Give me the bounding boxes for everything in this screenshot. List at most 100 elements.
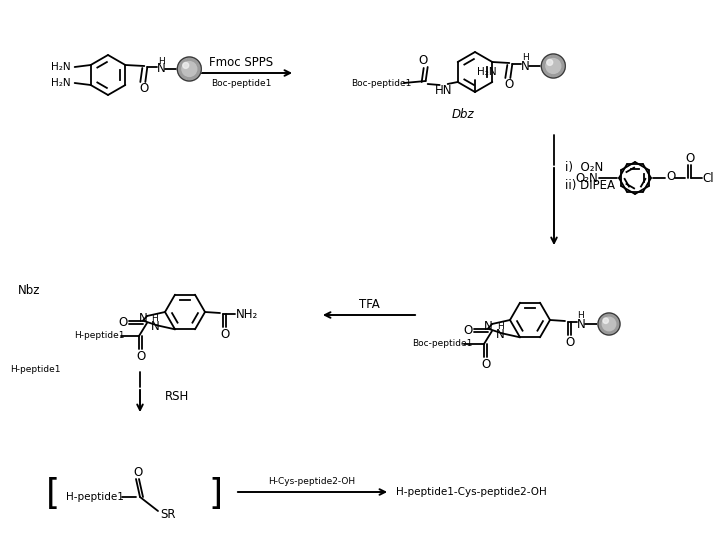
Text: H-peptide1-Cys-peptide2-OH: H-peptide1-Cys-peptide2-OH [396, 487, 547, 497]
Circle shape [190, 66, 192, 68]
Circle shape [190, 66, 193, 69]
Circle shape [607, 319, 614, 326]
Circle shape [186, 63, 195, 73]
Circle shape [550, 60, 559, 69]
Text: O: O [220, 328, 230, 340]
Circle shape [551, 61, 558, 68]
Circle shape [550, 61, 558, 69]
Text: H₂N: H₂N [51, 62, 71, 72]
Text: O: O [140, 83, 149, 96]
Text: H: H [578, 311, 585, 321]
Circle shape [551, 62, 558, 68]
Circle shape [553, 62, 557, 67]
Text: O: O [505, 79, 514, 91]
Circle shape [609, 321, 611, 324]
Circle shape [545, 57, 563, 74]
Circle shape [600, 315, 618, 333]
Circle shape [604, 318, 615, 329]
Text: O: O [119, 316, 128, 329]
Text: N: N [521, 60, 530, 73]
Text: HN: HN [435, 84, 452, 96]
Text: N: N [496, 328, 505, 341]
Circle shape [547, 59, 561, 72]
Circle shape [606, 319, 614, 327]
Circle shape [184, 62, 196, 74]
Circle shape [602, 316, 617, 331]
Circle shape [550, 61, 558, 69]
Circle shape [553, 63, 557, 66]
Circle shape [606, 319, 614, 327]
Circle shape [187, 64, 194, 71]
Text: H: H [152, 314, 158, 323]
Text: O: O [686, 153, 694, 166]
Circle shape [605, 318, 615, 328]
Text: O₂N: O₂N [576, 172, 598, 184]
Circle shape [554, 63, 555, 65]
Text: O: O [463, 324, 473, 337]
Text: O: O [137, 350, 145, 363]
Circle shape [603, 317, 616, 330]
Text: Boc-peptide1: Boc-peptide1 [211, 79, 271, 88]
Circle shape [603, 317, 616, 330]
Text: i)  O₂N: i) O₂N [565, 160, 603, 173]
Text: H: H [158, 56, 165, 66]
Circle shape [608, 321, 613, 325]
Circle shape [190, 67, 192, 68]
Circle shape [186, 63, 195, 72]
Circle shape [608, 320, 613, 325]
Circle shape [601, 316, 617, 331]
Circle shape [544, 56, 563, 75]
Text: H: H [522, 54, 529, 62]
Circle shape [548, 60, 560, 71]
Text: O: O [667, 170, 675, 183]
Text: NH₂: NH₂ [236, 307, 258, 321]
Text: Boc-peptide1: Boc-peptide1 [351, 79, 412, 89]
Circle shape [603, 318, 608, 323]
Circle shape [608, 321, 612, 324]
Text: H-Cys-peptide2-OH: H-Cys-peptide2-OH [268, 476, 356, 486]
Circle shape [181, 60, 198, 78]
Text: O: O [566, 335, 574, 348]
Circle shape [605, 318, 615, 328]
Circle shape [182, 62, 189, 68]
Text: Dbz: Dbz [451, 108, 474, 120]
Text: H-peptide1: H-peptide1 [66, 492, 124, 502]
Circle shape [598, 313, 620, 335]
Circle shape [180, 59, 199, 78]
Text: O: O [418, 55, 427, 67]
Text: H-peptide1: H-peptide1 [73, 331, 124, 340]
Circle shape [182, 60, 198, 77]
Text: N: N [150, 320, 159, 333]
Circle shape [548, 59, 560, 71]
Text: O: O [481, 358, 491, 370]
Circle shape [188, 65, 193, 71]
Circle shape [180, 60, 198, 78]
Text: SR: SR [160, 509, 176, 521]
Circle shape [189, 66, 193, 69]
Circle shape [180, 59, 199, 79]
Circle shape [184, 62, 196, 74]
Text: Boc-peptide1: Boc-peptide1 [411, 340, 473, 348]
Circle shape [601, 315, 618, 332]
Text: H₂N: H₂N [51, 78, 71, 88]
Circle shape [609, 322, 611, 323]
Circle shape [603, 316, 616, 331]
Text: H: H [497, 322, 503, 331]
Circle shape [177, 57, 201, 81]
Circle shape [546, 58, 561, 73]
Text: Cl: Cl [702, 172, 714, 184]
Circle shape [181, 60, 198, 77]
Circle shape [553, 62, 557, 67]
Circle shape [542, 54, 566, 78]
Circle shape [547, 58, 561, 73]
Circle shape [185, 63, 196, 73]
Circle shape [183, 62, 197, 75]
Circle shape [601, 316, 617, 332]
Text: ]: ] [208, 477, 222, 511]
Circle shape [543, 56, 563, 76]
Circle shape [185, 63, 196, 73]
Text: H₂N: H₂N [477, 67, 497, 77]
Text: Fmoc SPPS: Fmoc SPPS [209, 55, 273, 68]
Text: [: [ [46, 477, 60, 511]
Circle shape [552, 62, 558, 67]
